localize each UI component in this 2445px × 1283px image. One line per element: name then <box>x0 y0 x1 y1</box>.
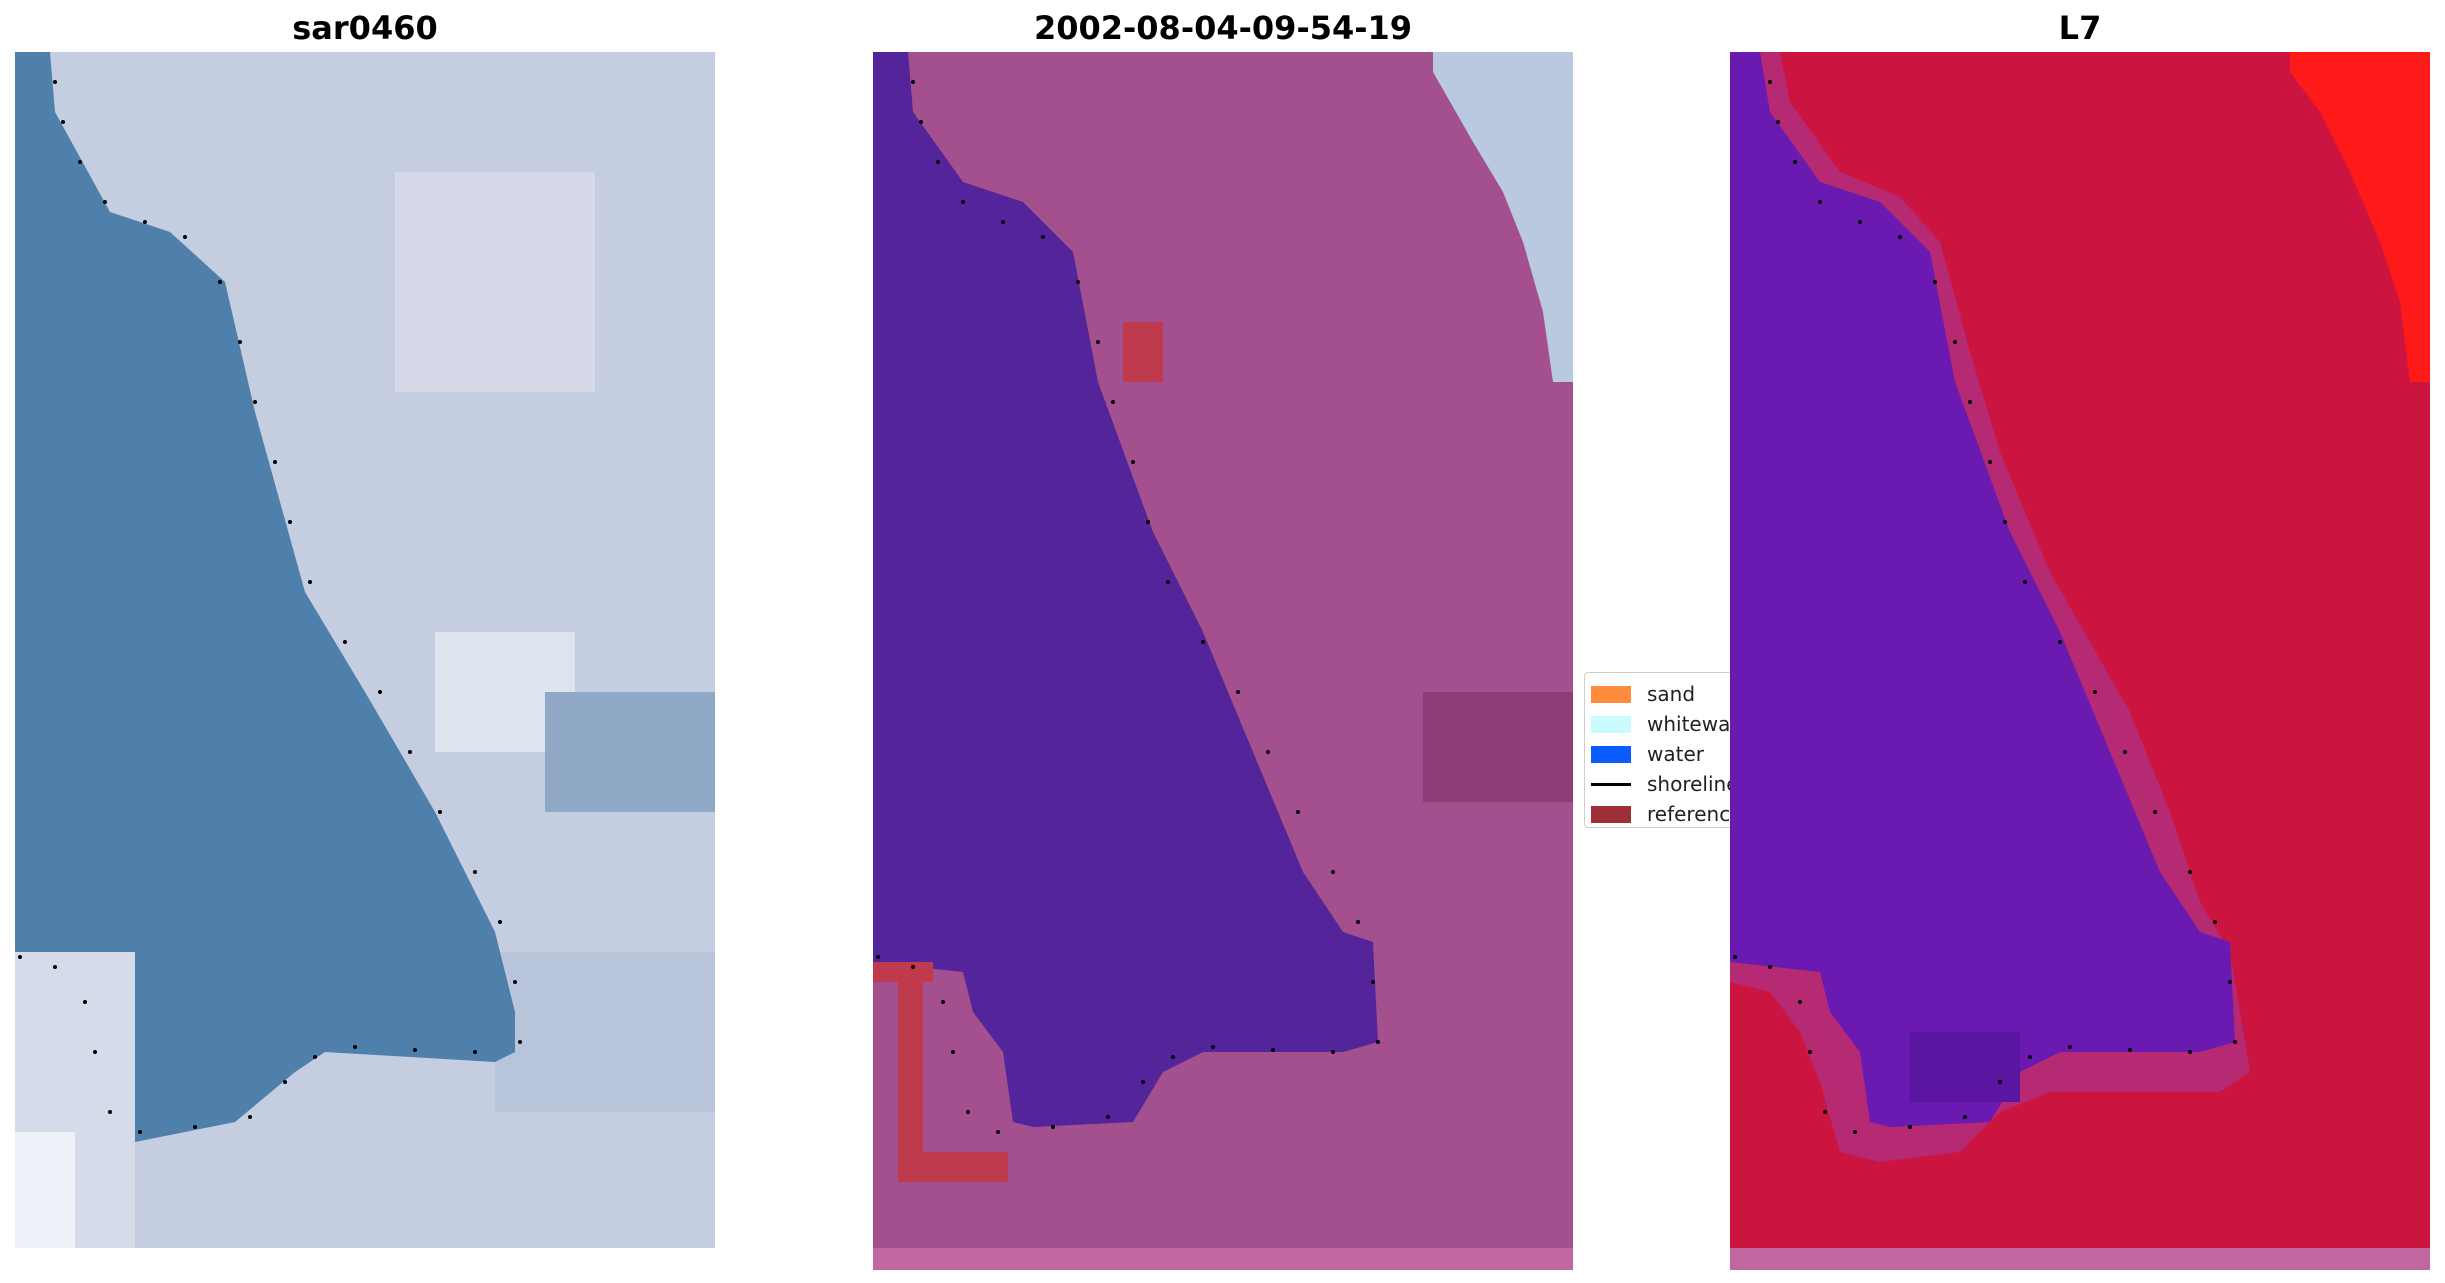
reference-region-2 <box>873 962 933 982</box>
reference-region-4 <box>898 1152 1008 1182</box>
rgb-image-panel <box>15 52 715 1248</box>
panel-title-2: 2002-08-04-09-54-19 <box>1033 9 1413 47</box>
rgb-image <box>15 52 715 1248</box>
legend-label-water: water <box>1647 742 1704 766</box>
panel-title-1: sar0460 <box>292 9 438 47</box>
legend: sand whitewater water shoreline referenc… <box>1584 672 1734 828</box>
legend-item-shoreline: shoreline <box>1585 769 1733 799</box>
classified-image-panel <box>873 52 1573 1270</box>
legend-item-sand: sand <box>1585 679 1733 709</box>
legend-label-sand: sand <box>1647 682 1696 706</box>
classified-image <box>873 52 1573 1270</box>
legend-swatch-reference <box>1591 805 1631 823</box>
legend-item-whitewater: whitewater <box>1585 709 1733 739</box>
legend-item-reference: reference <box>1585 799 1734 827</box>
legend-item-water: water <box>1585 739 1733 769</box>
shoreline-dots-3 <box>1733 80 2237 1134</box>
legend-swatch-sand <box>1591 685 1631 703</box>
legend-label-shoreline: shoreline <box>1647 772 1734 796</box>
panel-title-3: L7 <box>2058 9 2102 47</box>
shoreline-dots-1 <box>18 80 522 1134</box>
legend-swatch-whitewater <box>1591 715 1631 733</box>
legend-swatch-water <box>1591 745 1631 763</box>
legend-line-shoreline <box>1591 782 1631 786</box>
legend-label-reference: reference <box>1647 802 1734 826</box>
index-image-panel <box>1730 52 2430 1270</box>
shoreline-dots-2 <box>876 80 1380 1134</box>
legend-label-whitewater: whitewater <box>1647 712 1733 736</box>
reference-region-1 <box>1123 322 1163 382</box>
reference-region-3 <box>898 982 923 1162</box>
index-image <box>1730 52 2430 1270</box>
